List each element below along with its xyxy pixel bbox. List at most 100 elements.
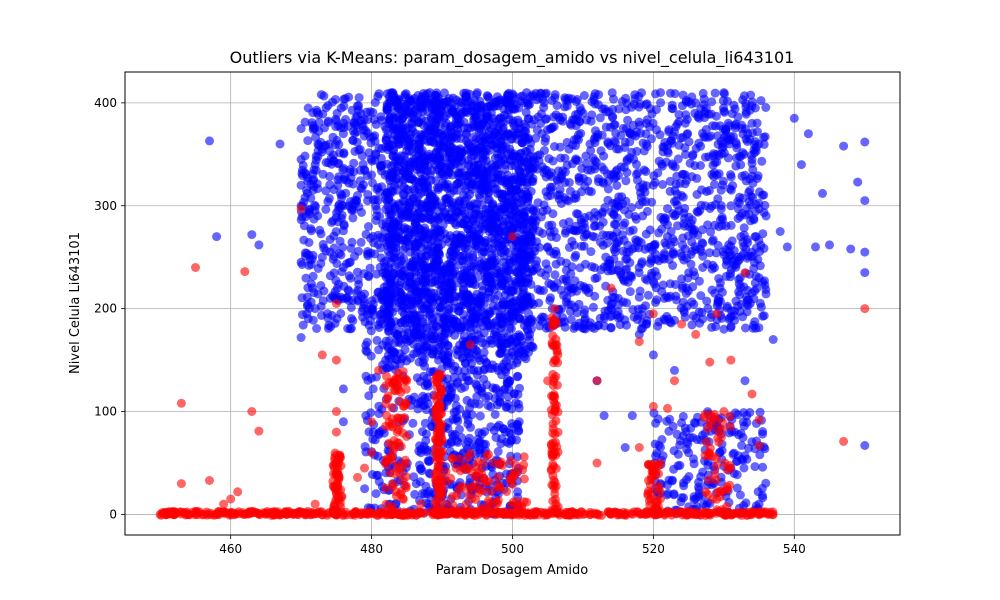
data-point [176, 479, 186, 489]
data-point [367, 306, 377, 316]
data-point [678, 233, 688, 243]
data-point [434, 152, 444, 162]
data-point [490, 153, 500, 163]
data-point [700, 152, 710, 162]
data-point [603, 195, 613, 205]
data-point [681, 283, 691, 293]
data-point [471, 379, 481, 389]
data-point [407, 174, 417, 184]
data-point [389, 125, 398, 134]
data-point [695, 318, 705, 328]
data-point [680, 244, 690, 254]
data-point [803, 129, 813, 139]
data-point [694, 276, 704, 286]
data-point [662, 292, 671, 301]
data-point [543, 264, 553, 274]
data-point [501, 261, 511, 271]
data-point [615, 312, 625, 322]
data-point [702, 259, 712, 269]
data-point [527, 236, 537, 246]
data-point [347, 205, 357, 215]
data-point [443, 183, 453, 193]
data-point [717, 221, 727, 230]
data-point [325, 293, 335, 303]
data-point [717, 212, 727, 222]
data-point [497, 204, 507, 214]
data-point [394, 261, 404, 271]
data-point [811, 242, 820, 252]
data-point [353, 267, 362, 277]
data-point [598, 207, 608, 217]
data-point [462, 193, 472, 202]
data-point [600, 104, 610, 114]
data-point [318, 109, 328, 119]
data-point [661, 240, 671, 250]
data-point [430, 95, 440, 105]
data-point [410, 311, 420, 321]
data-point [634, 236, 643, 246]
data-point [449, 245, 459, 255]
data-point [818, 188, 827, 198]
data-point [679, 305, 689, 315]
data-point [634, 443, 644, 452]
data-point [344, 258, 354, 268]
data-point [493, 447, 503, 456]
data-point [452, 95, 461, 105]
data-point [726, 201, 736, 211]
data-point [439, 295, 449, 305]
data-point [323, 313, 333, 323]
data-point [619, 275, 629, 285]
data-point [448, 132, 458, 142]
data-point [758, 429, 768, 439]
data-point [476, 164, 486, 174]
data-point [365, 107, 375, 117]
data-point [555, 185, 565, 195]
data-point [708, 151, 718, 161]
data-point [758, 277, 767, 287]
data-point [191, 263, 200, 272]
data-point [606, 283, 616, 293]
data-point [384, 312, 394, 322]
data-point [497, 344, 507, 354]
data-point [569, 240, 579, 250]
data-point [490, 327, 500, 337]
data-point [825, 240, 834, 250]
data-point [574, 299, 584, 309]
data-point [385, 173, 395, 183]
data-point [516, 92, 525, 102]
data-point [479, 347, 489, 357]
data-point [586, 116, 596, 126]
data-point [416, 147, 426, 157]
data-point [749, 215, 759, 225]
data-point [590, 164, 600, 174]
data-point [539, 200, 549, 210]
data-point [664, 475, 674, 485]
data-point [638, 197, 648, 206]
data-point [396, 269, 405, 279]
data-point [415, 376, 425, 386]
data-point [538, 94, 548, 104]
data-point [254, 240, 264, 250]
data-point [311, 155, 321, 165]
data-point [405, 202, 415, 212]
data-point [460, 366, 470, 376]
data-point [338, 384, 348, 394]
data-point [439, 97, 449, 107]
data-point [346, 243, 356, 253]
data-point [331, 407, 341, 416]
data-point [760, 200, 770, 210]
data-point [318, 169, 328, 179]
data-point [349, 126, 358, 136]
data-point [588, 302, 598, 312]
data-point [610, 293, 620, 302]
data-point [423, 268, 433, 278]
data-point [511, 253, 521, 263]
data-point [459, 285, 469, 295]
data-point [409, 392, 419, 402]
data-point [656, 442, 665, 452]
data-point [757, 156, 767, 166]
data-point [446, 254, 456, 264]
data-point [647, 256, 657, 266]
data-point [710, 263, 719, 273]
data-point [343, 324, 353, 333]
